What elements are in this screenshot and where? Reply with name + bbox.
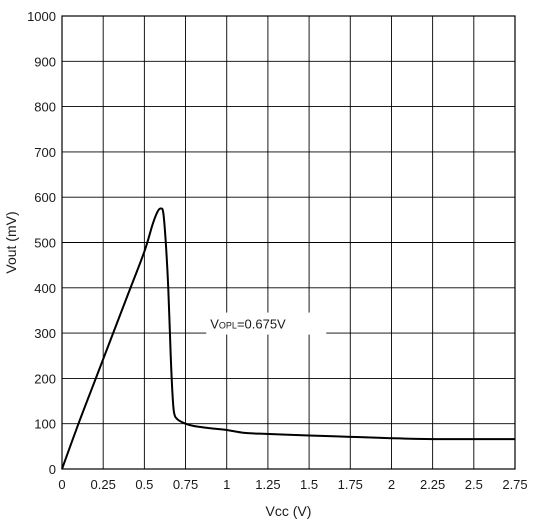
y-tick-label: 600 [34, 190, 56, 205]
y-tick-label: 400 [34, 281, 56, 296]
y-tick-label: 200 [34, 371, 56, 386]
y-tick-label: 500 [34, 236, 56, 251]
y-axis-title: Vout (mV) [3, 211, 19, 273]
y-tick-label: 100 [34, 417, 56, 432]
x-tick-label: 2.25 [420, 477, 445, 492]
grid [61, 15, 516, 470]
y-tick-label: 0 [49, 462, 56, 477]
y-tick-label: 700 [34, 145, 56, 160]
plot-frame [61, 15, 516, 470]
x-tick-label: 1.75 [338, 477, 363, 492]
x-tick-label: 2.5 [465, 477, 483, 492]
annotation-prefix: V [210, 317, 219, 332]
annotation-vopl: VOPL=0.675V [210, 317, 286, 332]
annotation-background [206, 312, 327, 335]
x-axis-title: Vcc (V) [266, 503, 312, 519]
series-layer [61, 207, 515, 470]
y-tick-label: 1000 [27, 9, 56, 24]
series-line-0 [61, 207, 515, 470]
x-tick-label: 2 [388, 477, 395, 492]
annotation-subscript: OPL [219, 321, 237, 331]
x-tick-label: 1.5 [300, 477, 318, 492]
annotation-suffix: =0.675V [237, 317, 286, 332]
annotations: VOPL=0.675V [206, 312, 327, 335]
x-tick-label: 1 [223, 477, 230, 492]
tick-labels: 0 0.25 0.5 0.75 1 1.25 1.5 1.75 2 2.25 2.5 2.75 0 100… [27, 9, 528, 492]
x-tick-label: 0.75 [173, 477, 198, 492]
x-tick-label: 1.25 [255, 477, 280, 492]
x-tick-label: 0 [58, 477, 65, 492]
x-tick-label: 2.75 [502, 477, 527, 492]
x-tick-label: 0.5 [135, 477, 153, 492]
y-tick-label: 900 [34, 54, 56, 69]
y-tick-label: 800 [34, 100, 56, 115]
x-tick-label: 0.25 [91, 477, 116, 492]
y-tick-label: 300 [34, 326, 56, 341]
